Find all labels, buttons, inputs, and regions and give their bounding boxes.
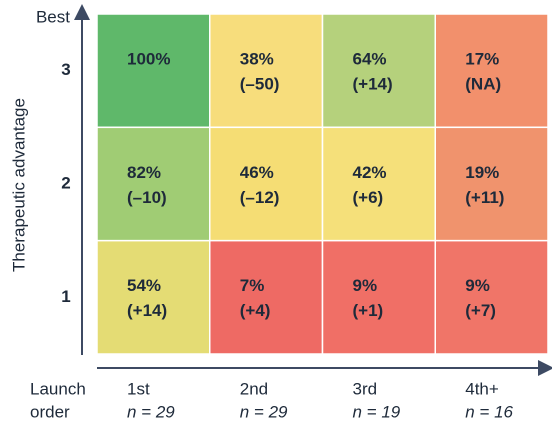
count-label: n = 29 [240,402,288,421]
y-top-label: Best [36,7,70,26]
heatmap-cell [209,239,324,355]
x-tick-label: 4th+ [465,379,499,398]
cell-value-label: 7% [240,276,265,295]
count-label: n = 19 [353,402,401,421]
cell-change-label: (–50) [240,74,280,93]
heatmap-cell [321,239,436,355]
heatmap-cell [209,126,324,242]
count-label: n = 16 [465,402,513,421]
heatmap-cell [96,13,211,129]
cell-change-label: (+7) [465,301,496,320]
cell-change-label: (+11) [465,188,504,207]
cell-value-label: 17% [465,49,499,68]
heatmap-cell [209,13,324,129]
cell-change-label: (+6) [353,188,384,207]
cell-value-label: 54% [127,276,161,295]
heatmap-cell [321,126,436,242]
heatmap-cell [434,13,549,129]
cell-change-label: (+1) [353,301,384,320]
cell-change-label: (–12) [240,188,280,207]
cell-value-label: 19% [465,163,499,182]
heatmap-cell [96,239,211,355]
heatmap-cell [434,239,549,355]
y-tick-label: 3 [61,60,70,79]
cell-value-label: 9% [353,276,378,295]
y-tick-label: 1 [61,287,70,306]
cell-change-label: (NA) [465,74,501,93]
cell-value-label: 82% [127,163,161,182]
count-label: n = 29 [127,402,175,421]
x-axis-label: order [30,402,70,421]
y-tick-label: 2 [61,173,70,192]
y-axis-label: Therapeutic advantage [9,98,28,272]
x-tick-label: 1st [127,379,150,398]
cell-value-label: 100% [127,49,170,68]
cell-value-label: 46% [240,163,274,182]
cell-value-label: 42% [353,163,387,182]
heatmap-cell [321,13,436,129]
heatmap-cell [96,126,211,242]
x-axis-label: Launch [30,379,86,398]
x-tick-label: 3rd [353,379,378,398]
heatmap-cell [434,126,549,242]
cell-change-label: (–10) [127,188,167,207]
x-tick-label: 2nd [240,379,268,398]
cell-value-label: 9% [465,276,490,295]
cell-change-label: (+14) [127,301,167,320]
cell-value-label: 64% [353,49,387,68]
cell-change-label: (+14) [353,74,393,93]
cell-change-label: (+4) [240,301,271,320]
cell-value-label: 38% [240,49,274,68]
